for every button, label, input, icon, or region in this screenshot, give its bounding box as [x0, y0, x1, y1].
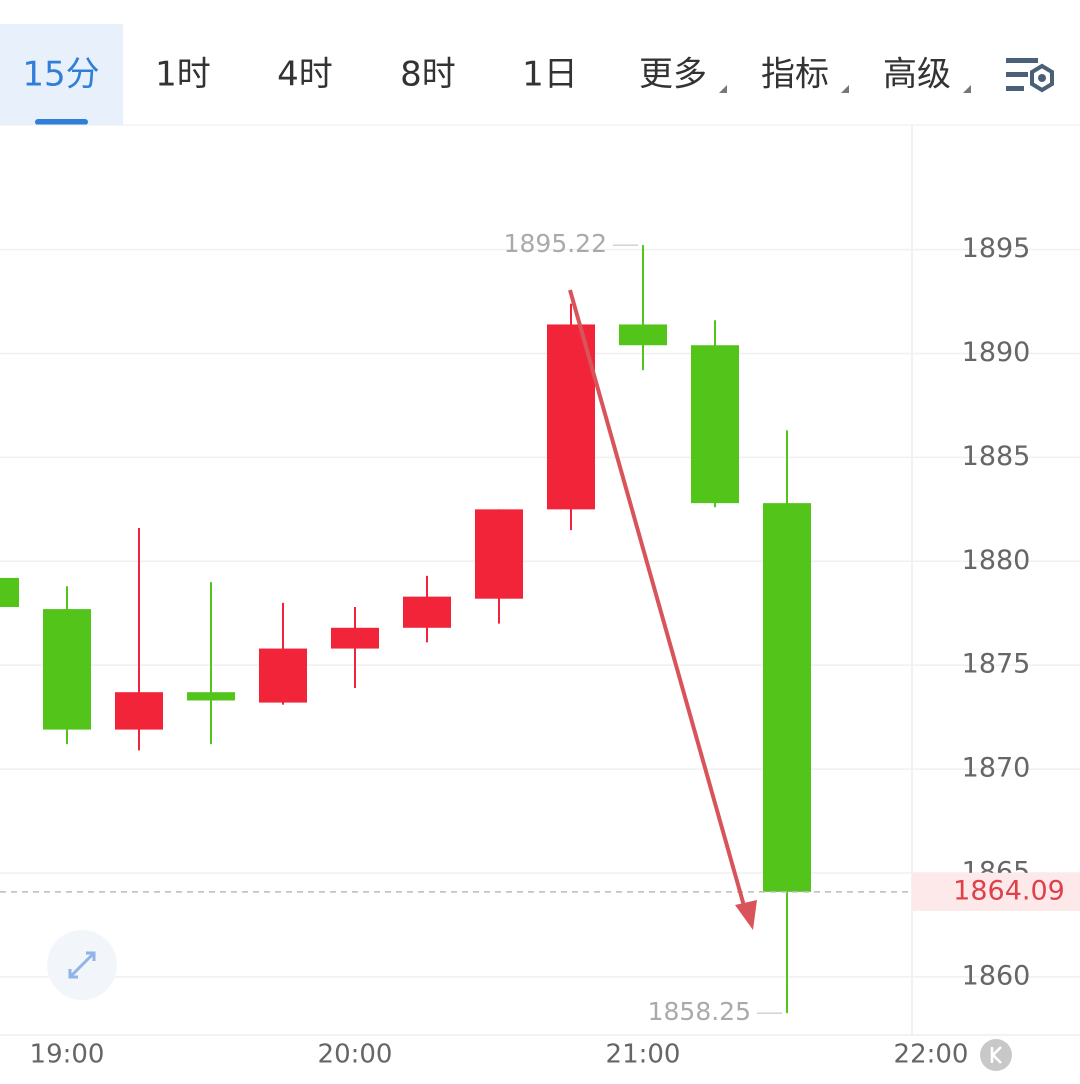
icon-dot: [1038, 74, 1046, 82]
candle-body: [691, 345, 739, 504]
active-tab-bg: [0, 24, 123, 125]
candle-body: [331, 627, 379, 649]
k-button[interactable]: [980, 1039, 1012, 1071]
tab-label[interactable]: 8时: [400, 55, 456, 95]
last-price-label: 1864.09: [953, 875, 1065, 906]
tab-label[interactable]: 高级: [883, 55, 951, 95]
arrow-head: [735, 900, 757, 930]
dropdown-caret: [719, 85, 727, 93]
icon-bar: [1006, 72, 1028, 77]
annotation-arrow: [568, 289, 750, 921]
icon-bar: [1006, 58, 1038, 63]
expand-button[interactable]: [47, 930, 117, 1000]
x-tick-label: 21:00: [606, 1040, 681, 1070]
candle-body: [0, 577, 19, 608]
x-tick-label: 19:00: [30, 1040, 105, 1070]
tab-label[interactable]: 15分: [22, 55, 99, 95]
tab-label[interactable]: 1日: [522, 55, 578, 95]
settings-icon[interactable]: [1006, 58, 1054, 93]
candle-body: [187, 692, 235, 701]
candle-body: [403, 596, 451, 628]
x-tick-label: 20:00: [318, 1040, 393, 1070]
tab-label[interactable]: 指标: [761, 55, 829, 95]
y-tick-label: 1860: [962, 960, 1031, 991]
tab-label[interactable]: 1时: [155, 55, 211, 95]
dropdown-caret: [963, 85, 971, 93]
y-tick-label: 1880: [962, 545, 1031, 576]
icon-hex: [1030, 63, 1054, 93]
button-bg: [980, 1039, 1012, 1071]
candle-body: [475, 509, 523, 599]
dropdown-caret: [841, 85, 849, 93]
last-price-bg: [912, 872, 1080, 911]
candle-body: [259, 648, 307, 703]
expand-icon: [68, 951, 96, 979]
candle-body: [619, 324, 667, 346]
tab-bar: 15分 1时 4时 8时 1日 更多 指标 高级: [22, 55, 971, 95]
y-tick-label: 1875: [962, 649, 1031, 680]
y-tick-label: 1885: [962, 441, 1031, 472]
candle-body: [763, 503, 811, 892]
low-label: 1858.25: [648, 997, 751, 1026]
y-tick-label: 1895: [962, 233, 1031, 264]
k-icon: [990, 1046, 1002, 1064]
tab-label[interactable]: 4时: [277, 55, 333, 95]
high-label: 1895.22: [504, 229, 607, 258]
icon-bar: [1006, 86, 1024, 91]
y-tick-label: 1870: [962, 753, 1031, 784]
active-tab-indicator: [35, 119, 88, 125]
tab-label[interactable]: 更多: [639, 55, 707, 95]
x-tick-label: 22:00: [894, 1040, 969, 1070]
y-tick-label: 1890: [962, 337, 1031, 368]
candle-body: [115, 692, 163, 730]
candle-body: [43, 609, 91, 730]
